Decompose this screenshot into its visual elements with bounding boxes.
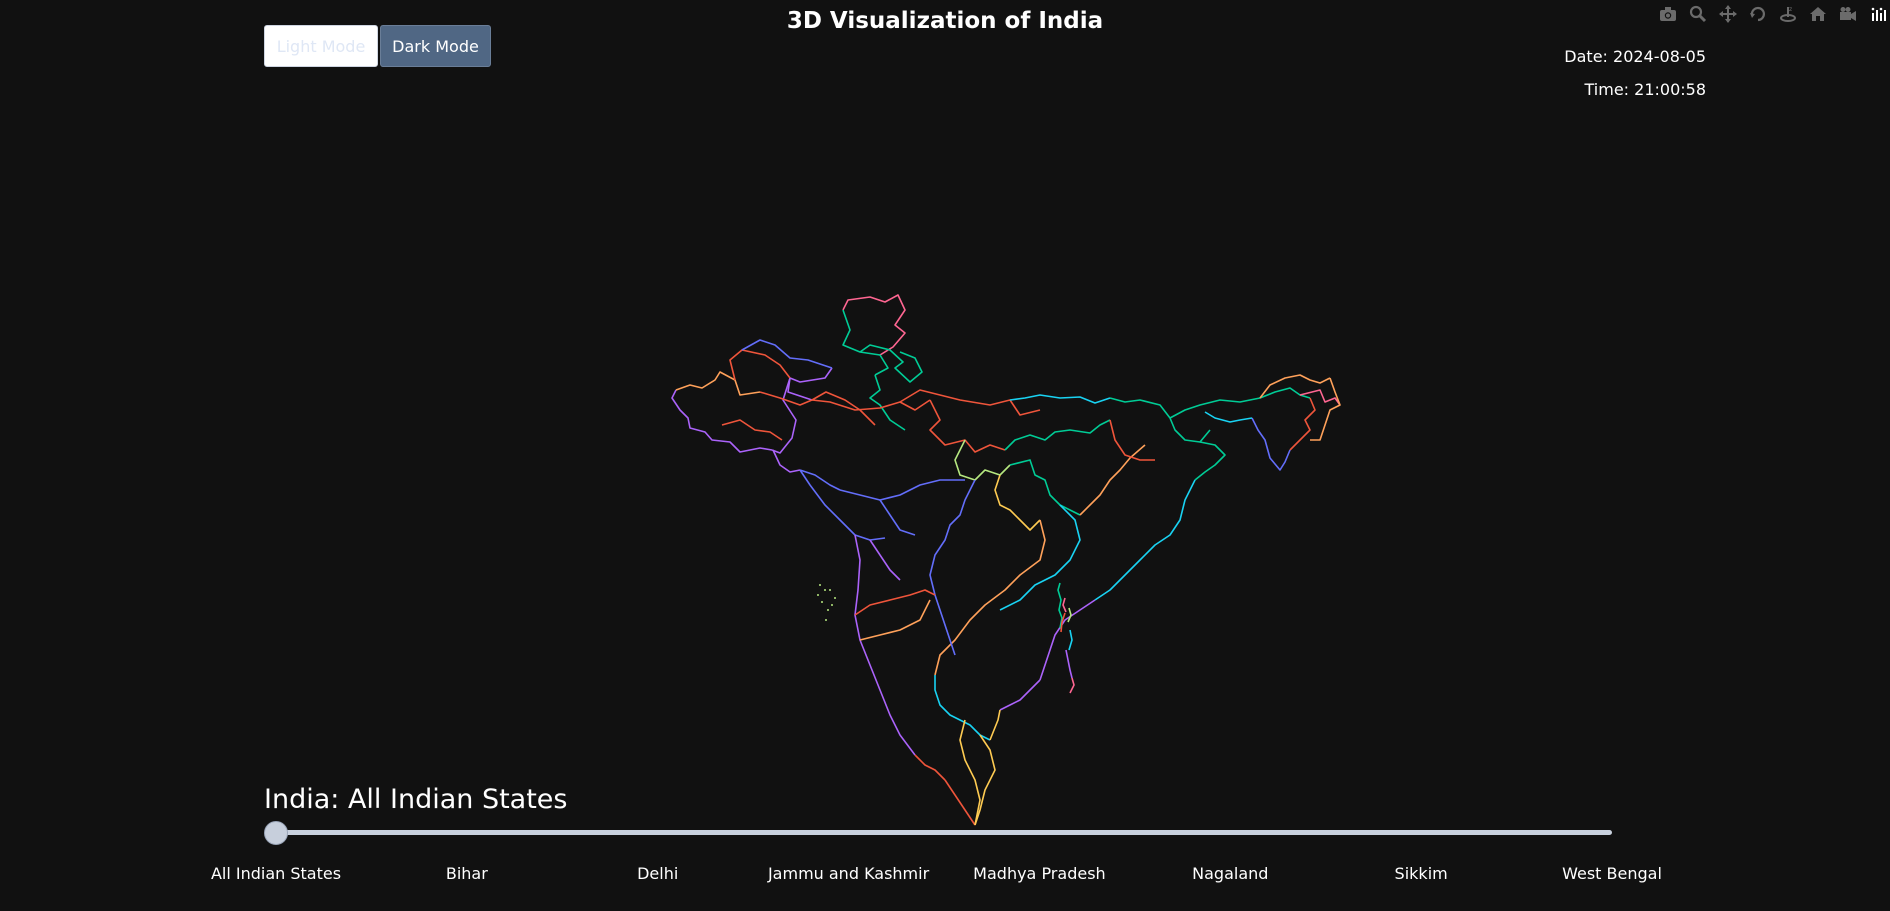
- light-mode-button[interactable]: Light Mode: [264, 25, 378, 67]
- island-border[interactable]: [1068, 629, 1073, 651]
- lakshadweep-island[interactable]: [825, 619, 827, 621]
- state-border[interactable]: [974, 734, 996, 826]
- state-border[interactable]: [799, 469, 886, 541]
- lakshadweep-island[interactable]: [819, 584, 821, 586]
- plot-modebar: z: [1650, 2, 1890, 26]
- state-border[interactable]: [799, 469, 841, 491]
- state-border[interactable]: [899, 389, 1041, 416]
- state-border[interactable]: [959, 719, 981, 826]
- slider-step-label[interactable]: Delhi: [637, 864, 679, 883]
- state-border[interactable]: [1299, 389, 1341, 406]
- state-border[interactable]: [854, 589, 936, 616]
- state-border[interactable]: [854, 534, 916, 756]
- state-border[interactable]: [721, 419, 783, 441]
- state-border[interactable]: [994, 474, 1041, 531]
- state-border[interactable]: [944, 779, 976, 826]
- state-border[interactable]: [1004, 419, 1111, 451]
- slider-current-label: India: All Indian States: [264, 784, 568, 815]
- turntable-rotation-icon[interactable]: z: [1776, 2, 1800, 26]
- island-border[interactable]: [1069, 677, 1075, 694]
- lakshadweep-island[interactable]: [824, 589, 826, 591]
- state-border[interactable]: [741, 339, 833, 369]
- camera-icon[interactable]: [1656, 2, 1680, 26]
- state-border[interactable]: [999, 504, 1081, 611]
- state-border[interactable]: [914, 754, 946, 781]
- slider-rail[interactable]: [276, 830, 1612, 835]
- state-border[interactable]: [989, 709, 1001, 741]
- slider-step-label[interactable]: Jammu and Kashmir: [767, 864, 930, 883]
- state-border[interactable]: [842, 309, 889, 376]
- island-border[interactable]: [1060, 612, 1066, 633]
- island-border[interactable]: [1062, 597, 1067, 613]
- state-border[interactable]: [772, 449, 801, 473]
- state-border[interactable]: [954, 439, 1011, 481]
- state-border[interactable]: [1251, 417, 1291, 471]
- lakshadweep-island[interactable]: [834, 597, 836, 599]
- state-border[interactable]: [859, 344, 923, 383]
- island-border[interactable]: [1057, 582, 1063, 629]
- state-border[interactable]: [934, 594, 956, 656]
- state-border[interactable]: [1289, 397, 1316, 451]
- plotly-logo-icon[interactable]: [1866, 2, 1890, 26]
- state-border[interactable]: [787, 367, 833, 401]
- state-border[interactable]: [1310, 377, 1341, 441]
- orbit-rotation-icon[interactable]: [1746, 2, 1770, 26]
- slider-step-label[interactable]: Madhya Pradesh: [973, 864, 1106, 883]
- state-border[interactable]: [839, 479, 965, 501]
- state-border[interactable]: [1039, 599, 1096, 681]
- state-border[interactable]: [1259, 374, 1331, 399]
- state-border[interactable]: [1109, 419, 1155, 461]
- pan-icon[interactable]: [1716, 2, 1740, 26]
- date-readout: Date: 2024-08-05: [1564, 47, 1706, 66]
- lakshadweep-island[interactable]: [817, 594, 819, 596]
- state-border[interactable]: [1204, 411, 1253, 423]
- slider-step-label[interactable]: Sikkim: [1394, 864, 1448, 883]
- slider-step-label[interactable]: West Bengal: [1562, 864, 1662, 883]
- slider-step-label[interactable]: Bihar: [445, 864, 488, 883]
- state-border[interactable]: [671, 389, 773, 453]
- state-border[interactable]: [842, 294, 906, 356]
- state-border[interactable]: [1194, 441, 1226, 481]
- time-readout: Time: 21:00:58: [1584, 80, 1707, 99]
- lakshadweep-island[interactable]: [827, 609, 829, 611]
- state-border[interactable]: [934, 675, 991, 741]
- slider-step-label[interactable]: All Indian States: [210, 864, 342, 883]
- state-border[interactable]: [759, 391, 931, 411]
- state-border[interactable]: [929, 479, 976, 596]
- state-border[interactable]: [729, 349, 791, 381]
- zoom-icon[interactable]: [1686, 2, 1710, 26]
- dark-mode-button[interactable]: Dark Mode: [380, 25, 491, 67]
- island-border[interactable]: [1067, 607, 1072, 623]
- state-border[interactable]: [1169, 387, 1311, 419]
- state-border[interactable]: [934, 519, 1046, 676]
- state-border[interactable]: [869, 539, 901, 581]
- state-border[interactable]: [859, 599, 931, 641]
- state-border[interactable]: [869, 374, 906, 431]
- slider-handle[interactable]: [264, 821, 288, 845]
- home-icon[interactable]: [1806, 2, 1830, 26]
- lakshadweep-island[interactable]: [829, 589, 831, 591]
- state-border[interactable]: [1094, 479, 1196, 601]
- state-border[interactable]: [811, 391, 876, 426]
- state-border[interactable]: [1009, 394, 1111, 404]
- state-border[interactable]: [879, 499, 916, 536]
- slider-step-label[interactable]: Nagaland: [1192, 864, 1269, 883]
- state-border[interactable]: [1109, 397, 1211, 443]
- state-border[interactable]: [675, 371, 761, 396]
- state-border[interactable]: [929, 399, 1006, 453]
- video-camera-icon[interactable]: [1836, 2, 1860, 26]
- state-border[interactable]: [1009, 459, 1081, 516]
- state-border[interactable]: [771, 377, 797, 454]
- svg-text:z: z: [1789, 6, 1792, 13]
- state-border[interactable]: [1079, 444, 1146, 516]
- state-border[interactable]: [999, 679, 1041, 711]
- lakshadweep-island[interactable]: [821, 601, 823, 603]
- lakshadweep-island[interactable]: [831, 604, 833, 606]
- island-border[interactable]: [1065, 649, 1073, 679]
- page-title: 3D Visualization of India: [786, 8, 1104, 34]
